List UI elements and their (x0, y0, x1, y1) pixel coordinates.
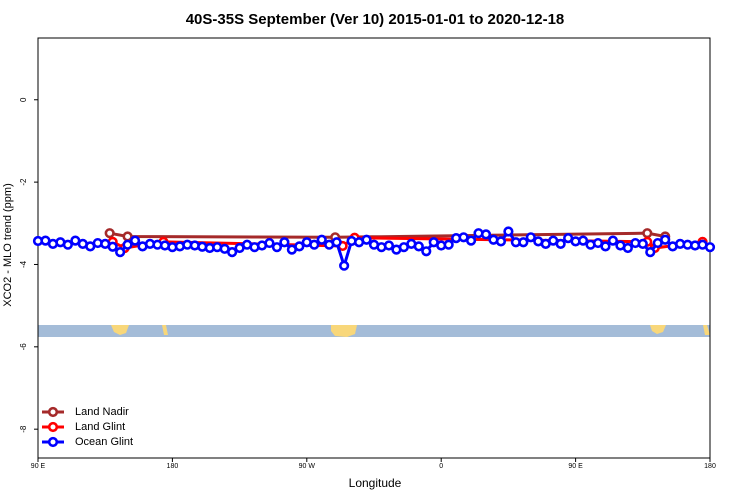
x-tick-label: 180 (704, 463, 716, 470)
legend-marker (47, 436, 59, 448)
point (607, 235, 619, 246)
point (525, 232, 536, 243)
y-tick-label: -6 (19, 343, 28, 351)
land-strip (38, 325, 710, 337)
point (309, 239, 320, 250)
point (271, 242, 283, 253)
point (443, 239, 454, 250)
point (279, 237, 290, 248)
point (122, 239, 133, 250)
point (660, 234, 671, 245)
point (294, 241, 305, 252)
point (413, 241, 424, 252)
legend-marker (47, 406, 59, 418)
point (465, 235, 477, 246)
y-tick-label: -8 (19, 425, 28, 433)
point (518, 237, 529, 248)
point (421, 246, 432, 257)
point (331, 237, 342, 248)
point (104, 228, 115, 239)
point (316, 234, 327, 245)
y-axis-label: XCO2 - MLO trend (ppm) (2, 183, 14, 306)
point (264, 237, 275, 249)
y-tick-label: -4 (19, 260, 28, 268)
legend-label: Land Glint (75, 421, 125, 433)
legend-marker (47, 421, 59, 433)
point (645, 247, 656, 258)
point (227, 247, 238, 258)
point (383, 240, 395, 251)
point (129, 235, 141, 246)
x-tick-label: 0 (439, 463, 443, 470)
point (107, 241, 118, 252)
point (339, 260, 350, 271)
point (495, 236, 507, 247)
point (503, 226, 514, 237)
point (600, 241, 611, 252)
point (115, 247, 126, 258)
point (577, 235, 589, 246)
x-tick-label: 180 (167, 463, 179, 470)
point (361, 234, 372, 245)
point (637, 238, 648, 249)
legend-label: Land Nadir (75, 406, 129, 418)
y-tick-label: -2 (19, 178, 28, 186)
x-axis-label: Longitude (349, 476, 402, 490)
legend-label: Ocean Glint (75, 436, 133, 448)
point (480, 229, 492, 240)
point (62, 239, 73, 250)
point (704, 242, 716, 253)
chart-title: 40S-35S September (Ver 10) 2015-01-01 to… (186, 11, 565, 28)
point (555, 238, 566, 249)
x-tick-label: 90 W (299, 463, 316, 470)
x-tick-label: 90 E (31, 463, 46, 470)
x-tick-label: 90 E (568, 463, 583, 470)
y-tick-label: 0 (19, 97, 28, 102)
point (642, 228, 653, 239)
point (622, 242, 633, 254)
